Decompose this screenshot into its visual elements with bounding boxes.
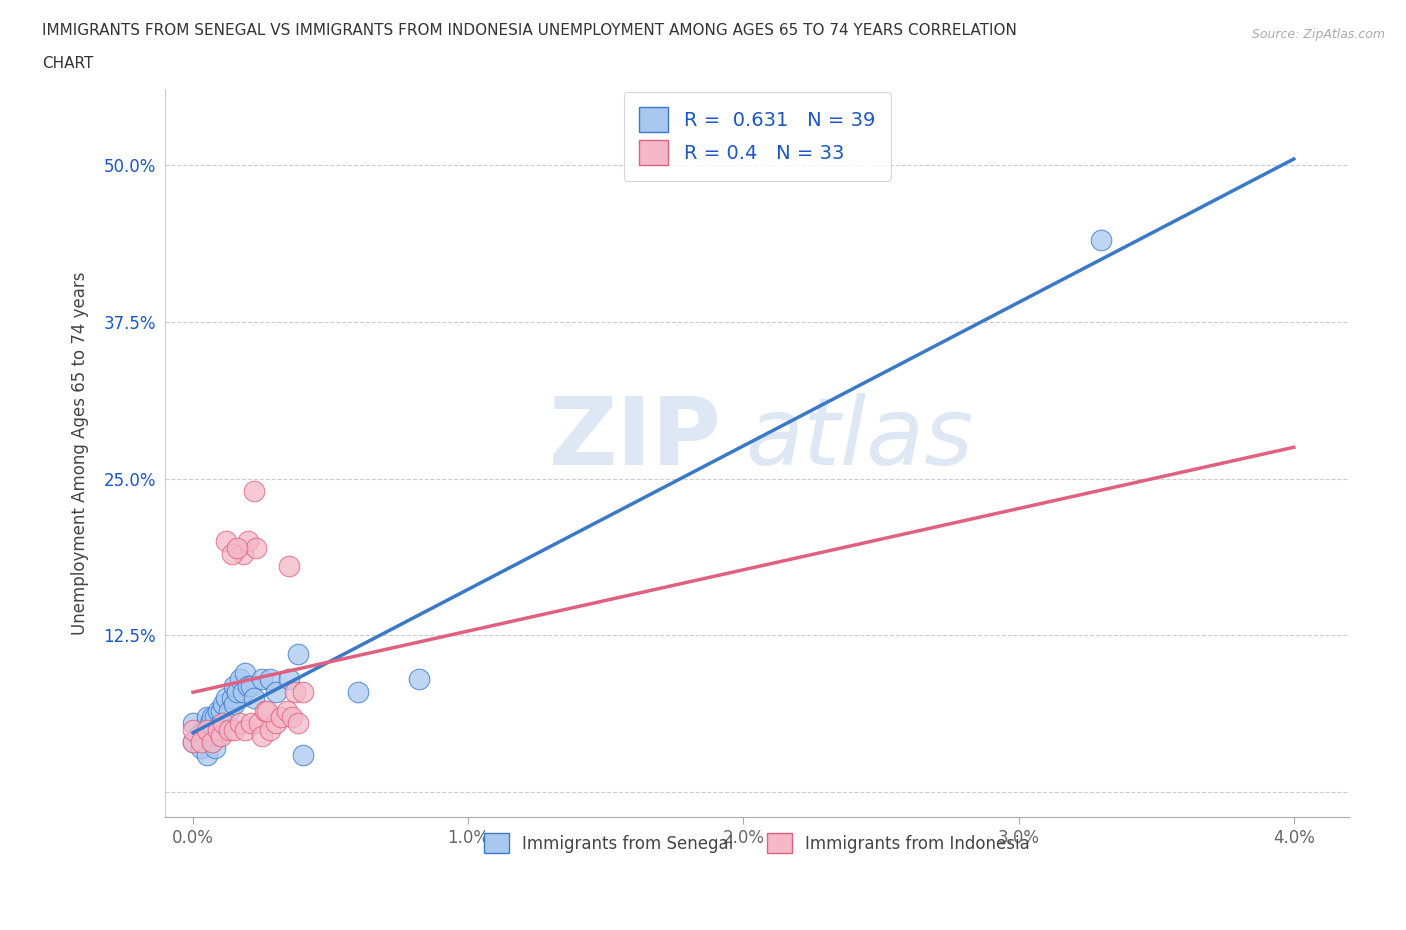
Point <box>224 678 246 693</box>
Point <box>281 710 304 724</box>
Point <box>278 671 301 686</box>
Point <box>247 716 270 731</box>
Point <box>276 703 298 718</box>
Point <box>287 716 309 731</box>
Point <box>204 710 226 724</box>
Point <box>187 728 209 743</box>
Point <box>207 722 229 737</box>
Point <box>245 540 267 555</box>
Point <box>250 671 273 686</box>
Point <box>190 741 212 756</box>
Point <box>193 722 215 737</box>
Point <box>284 684 307 699</box>
Point <box>212 716 235 731</box>
Point <box>198 716 221 731</box>
Point <box>218 703 240 718</box>
Point <box>215 691 238 706</box>
Point <box>218 722 240 737</box>
Point <box>204 741 226 756</box>
Point <box>195 722 218 737</box>
Point <box>270 710 292 724</box>
Point <box>347 684 370 699</box>
Point <box>224 697 246 711</box>
Point <box>221 547 243 562</box>
Point <box>221 691 243 706</box>
Point <box>239 716 262 731</box>
Point <box>259 722 281 737</box>
Point <box>231 547 253 562</box>
Point <box>292 747 315 762</box>
Point <box>195 747 218 762</box>
Point <box>209 716 232 731</box>
Point <box>287 646 309 661</box>
Point <box>229 671 252 686</box>
Point <box>278 559 301 574</box>
Point <box>190 735 212 750</box>
Point <box>207 703 229 718</box>
Point <box>226 540 249 555</box>
Point <box>264 684 287 699</box>
Text: CHART: CHART <box>42 56 94 71</box>
Point <box>181 716 204 731</box>
Legend: Immigrants from Senegal, Immigrants from Indonesia: Immigrants from Senegal, Immigrants from… <box>478 827 1036 860</box>
Point <box>236 534 259 549</box>
Point <box>253 703 276 718</box>
Point <box>236 678 259 693</box>
Point <box>233 666 256 681</box>
Point <box>264 716 287 731</box>
Text: Source: ZipAtlas.com: Source: ZipAtlas.com <box>1251 28 1385 41</box>
Point <box>292 684 315 699</box>
Point <box>201 735 224 750</box>
Text: IMMIGRANTS FROM SENEGAL VS IMMIGRANTS FROM INDONESIA UNEMPLOYMENT AMONG AGES 65 : IMMIGRANTS FROM SENEGAL VS IMMIGRANTS FR… <box>42 23 1017 38</box>
Point <box>242 484 264 498</box>
Point <box>181 722 204 737</box>
Point <box>242 691 264 706</box>
Point <box>1090 232 1112 247</box>
Point <box>195 710 218 724</box>
Text: atlas: atlas <box>745 393 973 485</box>
Point <box>226 684 249 699</box>
Point <box>233 722 256 737</box>
Point <box>408 671 430 686</box>
Point <box>198 728 221 743</box>
Point <box>207 728 229 743</box>
Point <box>259 671 281 686</box>
Point <box>212 697 235 711</box>
Text: ZIP: ZIP <box>548 392 721 485</box>
Point <box>231 684 253 699</box>
Point <box>229 716 252 731</box>
Point <box>209 728 232 743</box>
Point <box>224 722 246 737</box>
Y-axis label: Unemployment Among Ages 65 to 74 years: Unemployment Among Ages 65 to 74 years <box>72 272 89 635</box>
Point <box>209 703 232 718</box>
Point <box>181 735 204 750</box>
Point <box>181 735 204 750</box>
Point <box>250 728 273 743</box>
Point <box>215 534 238 549</box>
Point <box>201 710 224 724</box>
Point <box>239 678 262 693</box>
Point <box>201 735 224 750</box>
Point <box>256 703 278 718</box>
